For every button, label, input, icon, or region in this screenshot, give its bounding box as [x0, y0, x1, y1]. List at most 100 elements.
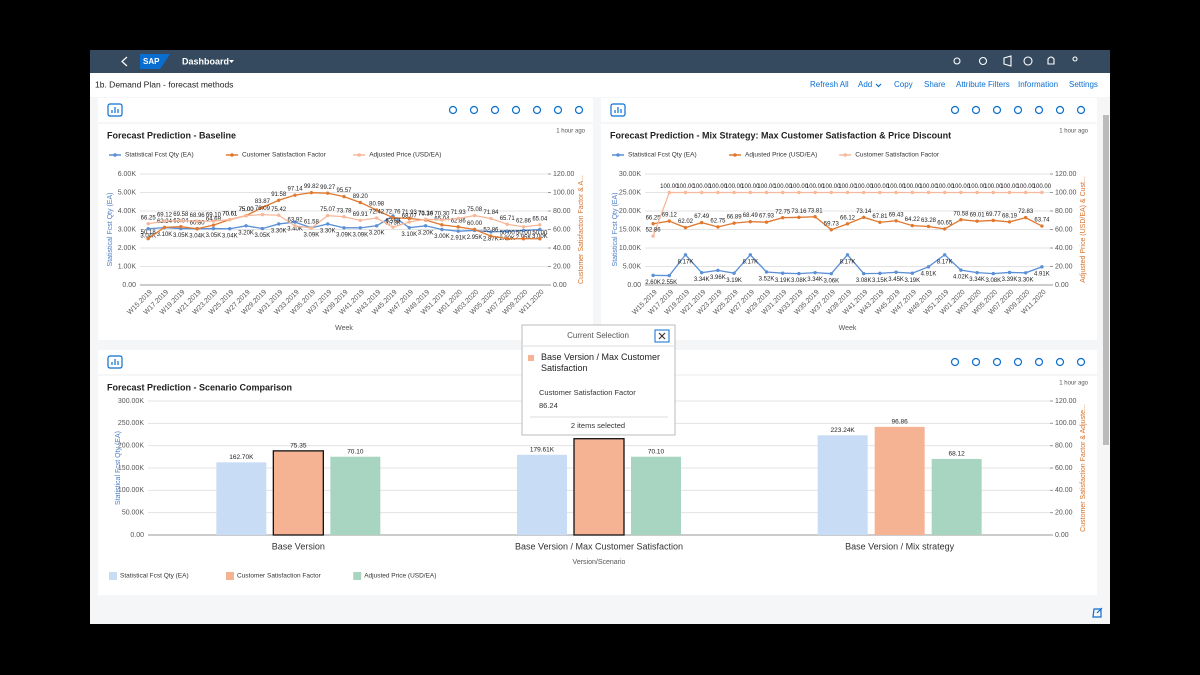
data-point [959, 268, 963, 272]
panel-tool[interactable] [1055, 105, 1065, 115]
y2-tick-label: 120.00 [1055, 171, 1077, 178]
data-label: 71.93 [402, 210, 418, 216]
data-point [374, 208, 379, 212]
popover-title: Current Selection [567, 331, 629, 340]
data-point [521, 225, 526, 229]
data-label: 63.28 [921, 218, 937, 224]
panel-tool[interactable] [1076, 105, 1086, 115]
user-icon[interactable] [1072, 56, 1078, 62]
data-label: 100.00 [903, 184, 922, 190]
dashboard-menu[interactable]: Dashboard [182, 56, 229, 66]
chart-type-button[interactable] [107, 355, 123, 369]
data-label: 73.16 [791, 209, 807, 215]
data-label: 8.17K [678, 259, 694, 265]
data-point [456, 225, 460, 229]
search-icon[interactable] [953, 57, 961, 65]
data-point [683, 225, 688, 230]
chart-type-button[interactable] [107, 103, 123, 117]
panel-tool[interactable] [950, 105, 960, 115]
data-label: 83.87 [255, 199, 271, 205]
y-tick-label: 0.00 [122, 282, 136, 289]
popover-footer: 2 items selected [571, 421, 625, 430]
data-label: 69.10 [206, 213, 222, 219]
export-icon[interactable] [1092, 607, 1103, 618]
data-label: 100.00 [1017, 184, 1036, 190]
legend-label: Statistical Fcst Qty (EA) [120, 573, 189, 580]
panel-tool[interactable] [992, 357, 1002, 367]
data-label: 75.35 [290, 443, 307, 450]
panel-tool[interactable] [1013, 105, 1023, 115]
legend-label: Adjusted Price (USD/EA) [364, 573, 436, 580]
help-icon[interactable] [978, 56, 988, 66]
data-label: 64.22 [905, 217, 921, 223]
data-label: 73.78 [336, 208, 352, 214]
data-label: 3.09K [352, 232, 368, 238]
data-label: 95.57 [336, 188, 352, 194]
data-label: 4.91K [1034, 271, 1050, 277]
panel-tool[interactable] [1013, 357, 1023, 367]
data-point [716, 225, 720, 229]
panel-tool[interactable] [532, 105, 542, 115]
panel-tool[interactable] [511, 105, 521, 115]
y2-tick-label: 40.00 [1055, 487, 1073, 494]
panel-tool[interactable] [971, 357, 981, 367]
data-point [894, 219, 898, 223]
data-label: 100.00 [1000, 184, 1019, 190]
panel-tool[interactable] [1055, 357, 1065, 367]
y-axis-title: Statistical Fcst Qty (EA) [115, 431, 122, 505]
toolbar-action[interactable]: Attribute Filters [956, 80, 1010, 89]
data-label: 3.08K [856, 278, 872, 284]
panel-tool[interactable] [553, 105, 563, 115]
panel-tool[interactable] [469, 105, 479, 115]
legend-label: Customer Satisfaction Factor [855, 152, 940, 159]
sap-logo-shape [140, 54, 170, 69]
chart-type-button[interactable] [610, 103, 626, 117]
data-point [195, 227, 199, 231]
data-point [781, 190, 785, 195]
data-label: 100.00 [774, 184, 793, 190]
toolbar-action[interactable]: Copy [894, 80, 913, 89]
bell-icon[interactable] [1047, 56, 1055, 65]
toolbar-action[interactable]: Refresh All [810, 80, 849, 89]
data-label: 67.81 [872, 214, 888, 220]
panel-tool[interactable] [490, 105, 500, 115]
data-point [391, 225, 395, 229]
toolbar-action[interactable]: Share [924, 80, 946, 89]
data-label: 100.00 [757, 184, 776, 190]
panel-tool[interactable] [1034, 105, 1044, 115]
data-label: 60.80 [190, 220, 206, 226]
popover-value: 86.24 [539, 401, 558, 410]
data-label: 3.05K [173, 233, 189, 239]
toolbar-action[interactable]: Settings [1069, 80, 1098, 89]
panel-tool[interactable] [950, 357, 960, 367]
data-point [325, 191, 330, 195]
toolbar-action[interactable]: Information [1018, 80, 1058, 89]
data-point [764, 190, 769, 195]
panel-tool[interactable] [574, 105, 584, 115]
x-axis-title: Version/Scenario [573, 559, 626, 566]
toolbar-action[interactable]: Add [858, 80, 872, 89]
panel-tool[interactable] [1034, 357, 1044, 367]
back-button[interactable] [121, 56, 128, 67]
data-label: 100.00 [968, 184, 987, 190]
data-point [374, 224, 379, 228]
data-point [910, 190, 914, 195]
y2-tick-label: 20.00 [553, 263, 571, 270]
data-point [700, 270, 704, 275]
data-point [797, 190, 801, 195]
data-label: 50.00 [516, 230, 532, 236]
data-label: 3.09K [336, 232, 352, 238]
legend-swatch [109, 572, 117, 580]
data-label: 91.58 [271, 192, 287, 198]
question-icon[interactable] [1023, 56, 1033, 66]
panel-tool[interactable] [1076, 357, 1086, 367]
announce-icon[interactable] [1003, 55, 1012, 67]
panel-tool[interactable] [992, 105, 1002, 115]
data-point [878, 190, 882, 195]
data-point [211, 226, 216, 231]
data-point [700, 220, 704, 225]
panel-tool[interactable] [448, 105, 458, 115]
data-label: 71.84 [483, 210, 499, 216]
panel-tool[interactable] [971, 105, 981, 115]
scrollbar[interactable] [1103, 115, 1109, 445]
